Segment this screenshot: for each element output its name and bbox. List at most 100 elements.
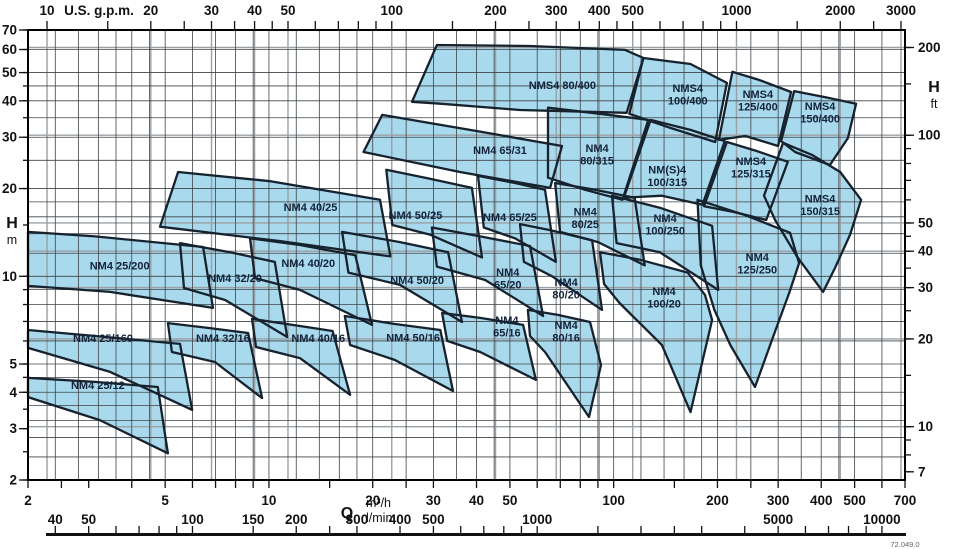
axis-label: 300 xyxy=(545,3,568,18)
axis-label: l/min xyxy=(366,511,392,525)
region-label-nm4-100-20: NM4 xyxy=(652,286,676,298)
pump-region-outline-nm4-40-16 xyxy=(250,317,352,396)
axis-label: 300 xyxy=(346,512,369,527)
axis-label: 10 xyxy=(40,3,55,18)
axis-label: 2 xyxy=(24,493,32,508)
axis-label: 20 xyxy=(365,493,380,508)
region-label-nms4-150-400: 150/400 xyxy=(800,114,840,126)
pump-region-nm4-50-16 xyxy=(344,316,453,391)
axis-label: 100 xyxy=(181,512,204,527)
region-label-nm4-100-250: NM4 xyxy=(653,213,677,225)
left-axis-m: 2 3 4 5 10 20 30 40 50 60 70 Hm xyxy=(2,23,28,488)
region-label-nm4-65-25: NM4 65/25 xyxy=(483,212,537,224)
region-label-nms4-150-400: NMS4 xyxy=(805,101,836,113)
region-label-nm4-125-250: 125/250 xyxy=(737,265,777,277)
pump-region-outline-nm4-125-250 xyxy=(696,198,801,389)
region-label-nm4-32-20: NM4 32/20 xyxy=(208,273,262,285)
axis-label: 50 xyxy=(502,493,517,508)
region-label-nms4-125-400: NMS4 xyxy=(743,89,774,101)
pump-region-outline-nm4-50-20 xyxy=(340,230,464,324)
pump-region-outline-nms4-150-400 xyxy=(779,89,858,167)
axis-label: 150 xyxy=(242,512,265,527)
pump-region-nm4-65-20 xyxy=(431,227,544,316)
axis-label: 10 xyxy=(261,493,276,508)
axis-label: Q xyxy=(341,505,353,522)
region-label-nm4-65-20: NM4 xyxy=(496,267,520,279)
region-label-nm4-50-25: NM4 50/25 xyxy=(389,210,443,222)
axis-label: 40 xyxy=(2,93,17,108)
axis-label: 20 xyxy=(143,3,158,18)
axis-label: 200 xyxy=(918,40,941,55)
pump-region-outline-nms4-150-315 xyxy=(762,141,863,294)
region-label-nms4-125-315: 125/315 xyxy=(731,169,771,181)
axis-label: 500 xyxy=(621,3,644,18)
pump-region-nm4-25-12 xyxy=(28,377,168,454)
region-label-nm4-80-16: 80/16 xyxy=(552,333,580,345)
axis-label: 40 xyxy=(469,493,484,508)
axis-label: 400 xyxy=(810,493,833,508)
pump-region-outline-nm4-65-16 xyxy=(440,311,538,382)
axis-label: 70 xyxy=(2,23,17,38)
pump-region-nm4-65-25 xyxy=(478,175,556,262)
region-label-nm4-100-20: 100/20 xyxy=(647,298,681,310)
pump-region-outline-nm4-80-315 xyxy=(546,106,650,201)
region-label-nm4-80-16: NM4 xyxy=(555,320,579,332)
region-label-nm4-25-12: NM4 25/12 xyxy=(71,380,125,392)
region-label-nm-s-4-100-315: NM(S)4 xyxy=(648,164,687,176)
axis-label: 500 xyxy=(843,493,866,508)
axis-label: H xyxy=(928,79,940,96)
region-label-nm4-125-250: NM4 xyxy=(746,252,770,264)
pump-region-outline-nm4-50-16 xyxy=(343,314,455,393)
region-label-nm4-40-20: NM4 40/20 xyxy=(281,258,335,270)
axis-label: 10000 xyxy=(863,512,901,527)
pump-region-outline-nm4-50-25 xyxy=(385,168,484,259)
axis-label: 60 xyxy=(2,42,17,57)
bottom-axis-m3h: 2 5 10 20 30 40 50 100 200 300 400 500 700 Qm³/hl/min xyxy=(24,480,916,525)
axis-label: 400 xyxy=(588,3,611,18)
pump-region-nm4-125-250 xyxy=(697,199,800,387)
pump-region-outline-nm4-40-25 xyxy=(158,170,392,258)
region-label-nms4-125-400: 125/400 xyxy=(738,102,778,114)
axis-label: 200 xyxy=(484,3,507,18)
axis-label: ft xyxy=(931,97,938,111)
axis-label: U.S. g.p.m. xyxy=(64,3,134,18)
axis-label: 20 xyxy=(918,331,933,346)
pump-region-outline-nms4-125-400 xyxy=(717,70,793,148)
pump-region-nms4-150-315 xyxy=(764,142,862,292)
pump-region-nm4-80-16 xyxy=(527,309,601,417)
doc-code: 72.049.0 xyxy=(890,540,919,549)
region-label-nm4-65-16: 65/16 xyxy=(493,328,521,340)
region-label-nms4-100-400: NMS4 xyxy=(672,83,703,95)
pump-region-outline-nm-s-4-100-315 xyxy=(622,118,726,206)
axis-label: 10 xyxy=(918,419,933,434)
region-label-nm4-80-20: NM4 xyxy=(555,277,579,289)
region-label-nm4-65-20: 65/20 xyxy=(494,280,522,292)
pump-region-outline-nm4-65-20 xyxy=(430,226,545,318)
region-label-nm4-80-25: 80/25 xyxy=(571,219,599,231)
region-label-nm4-65-16: NM4 xyxy=(495,315,519,327)
region-label-nm4-32-16: NM4 32/16 xyxy=(196,333,250,345)
pump-region-outline-nms4-80-400 xyxy=(410,43,645,114)
axis-label: 30 xyxy=(918,280,933,295)
axis-label: 50 xyxy=(280,3,295,18)
axis-label: 30 xyxy=(2,130,17,145)
pump-region-nms4-150-400 xyxy=(781,91,857,165)
right-axis-ft: 7 10 20 30 40 50 100 200 Hft xyxy=(905,40,941,479)
region-label-nm4-80-25: NM4 xyxy=(574,207,598,219)
pump-region-outline-nm4-80-25 xyxy=(553,181,646,267)
pump-region-outline-nm4-32-20 xyxy=(178,241,289,339)
axis-label: 3 xyxy=(9,421,17,436)
region-label-nm4-40-16: NM4 40/16 xyxy=(291,333,345,345)
axis-label: 200 xyxy=(706,493,729,508)
pump-region-outline-nm4-100-20 xyxy=(598,251,714,414)
region-label-nm4-40-25: NM4 40/25 xyxy=(284,202,338,214)
pump-region-outline-nms4-125-315 xyxy=(702,140,789,222)
region-label-nm4-80-20: 80/20 xyxy=(552,289,580,301)
axis-label: 100 xyxy=(602,493,625,508)
axis-label: 100 xyxy=(918,128,941,143)
axis-label: 20 xyxy=(2,181,17,196)
axis-label: 2000 xyxy=(825,3,855,18)
pump-region-outline-nm4-65-31 xyxy=(362,113,564,190)
